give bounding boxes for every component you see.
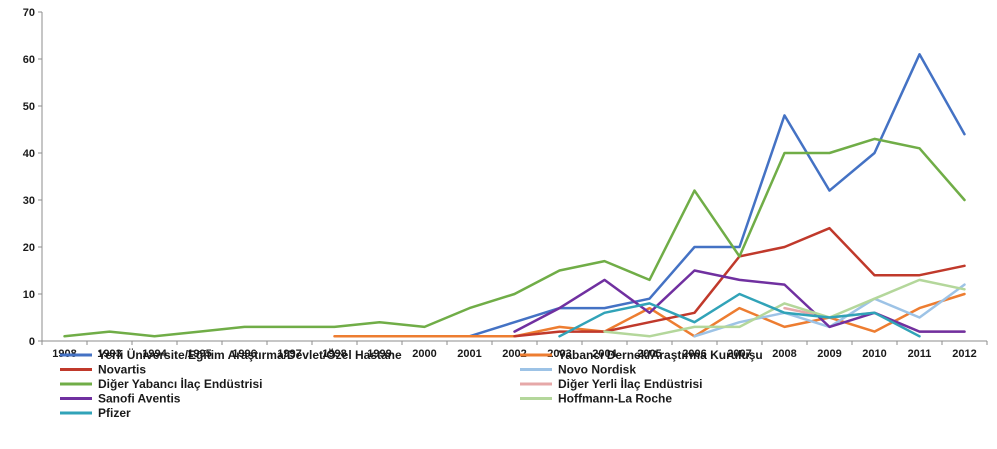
series-line-0 [378, 53, 966, 338]
series-line-4 [63, 137, 966, 338]
legend-label: Novartis [98, 363, 146, 377]
legend-label: Diğer Yerli İlaç Endüstrisi [558, 376, 703, 391]
x-tick-label: 2011 [908, 348, 932, 360]
x-tick-label: 2002 [502, 348, 526, 360]
series-line-6 [513, 269, 966, 333]
x-axis-ticks: 1908199319941995199619971998199920002001… [41, 341, 988, 360]
y-tick-label: 40 [23, 148, 35, 160]
x-tick-label: 2007 [727, 348, 751, 360]
x-tick-label: 2004 [592, 348, 617, 360]
x-tick-label: 1995 [187, 348, 211, 360]
legend-label: Sanofi Aventis [98, 392, 181, 406]
y-tick-label: 70 [23, 7, 35, 19]
x-tick-label: 2001 [457, 348, 481, 360]
x-tick-label: 2000 [412, 348, 436, 360]
legend-label: Novo Nordisk [558, 363, 636, 377]
y-tick-label: 30 [23, 195, 35, 207]
x-tick-label: 2006 [682, 348, 706, 360]
legend-label: Yerli Üniversite/Eğitim Araştırma/Devlet… [98, 347, 402, 362]
y-tick-label: 10 [23, 289, 35, 301]
x-tick-label: 1996 [232, 348, 256, 360]
series-line-1 [333, 292, 966, 338]
x-tick-label: 1993 [97, 348, 121, 360]
legend-label: Yabancı Dernek/Araştırma Kuruluşu [558, 348, 763, 362]
x-tick-label: 2010 [862, 348, 886, 360]
x-tick-label: 2009 [817, 348, 841, 360]
x-tick-label: 2003 [547, 348, 571, 360]
y-tick-label: 60 [23, 54, 35, 66]
legend-label: Hoffmann-La Roche [558, 392, 672, 406]
legend: Yerli Üniversite/Eğitim Araştırma/Devlet… [60, 347, 763, 420]
x-tick-label: 1998 [322, 348, 346, 360]
series-line-8 [558, 292, 921, 338]
axes [41, 12, 987, 342]
series-lines [63, 53, 966, 338]
x-tick-label: 2005 [637, 348, 661, 360]
x-tick-label: 1994 [142, 348, 167, 360]
series-line-7 [603, 278, 966, 338]
x-tick-label: 2008 [772, 348, 796, 360]
x-tick-label: 1997 [277, 348, 301, 360]
legend-label: Pfizer [98, 406, 131, 420]
x-tick-label: 2012 [952, 348, 976, 360]
y-axis-ticks: 0 10 20 30 40 50 60 70 [23, 7, 42, 348]
x-tick-label: 1999 [367, 348, 391, 360]
y-tick-label: 0 [29, 336, 35, 348]
y-tick-label: 50 [23, 101, 35, 113]
y-tick-label: 20 [23, 242, 35, 254]
legend-label: Diğer Yabancı İlaç Endüstrisi [98, 376, 263, 391]
